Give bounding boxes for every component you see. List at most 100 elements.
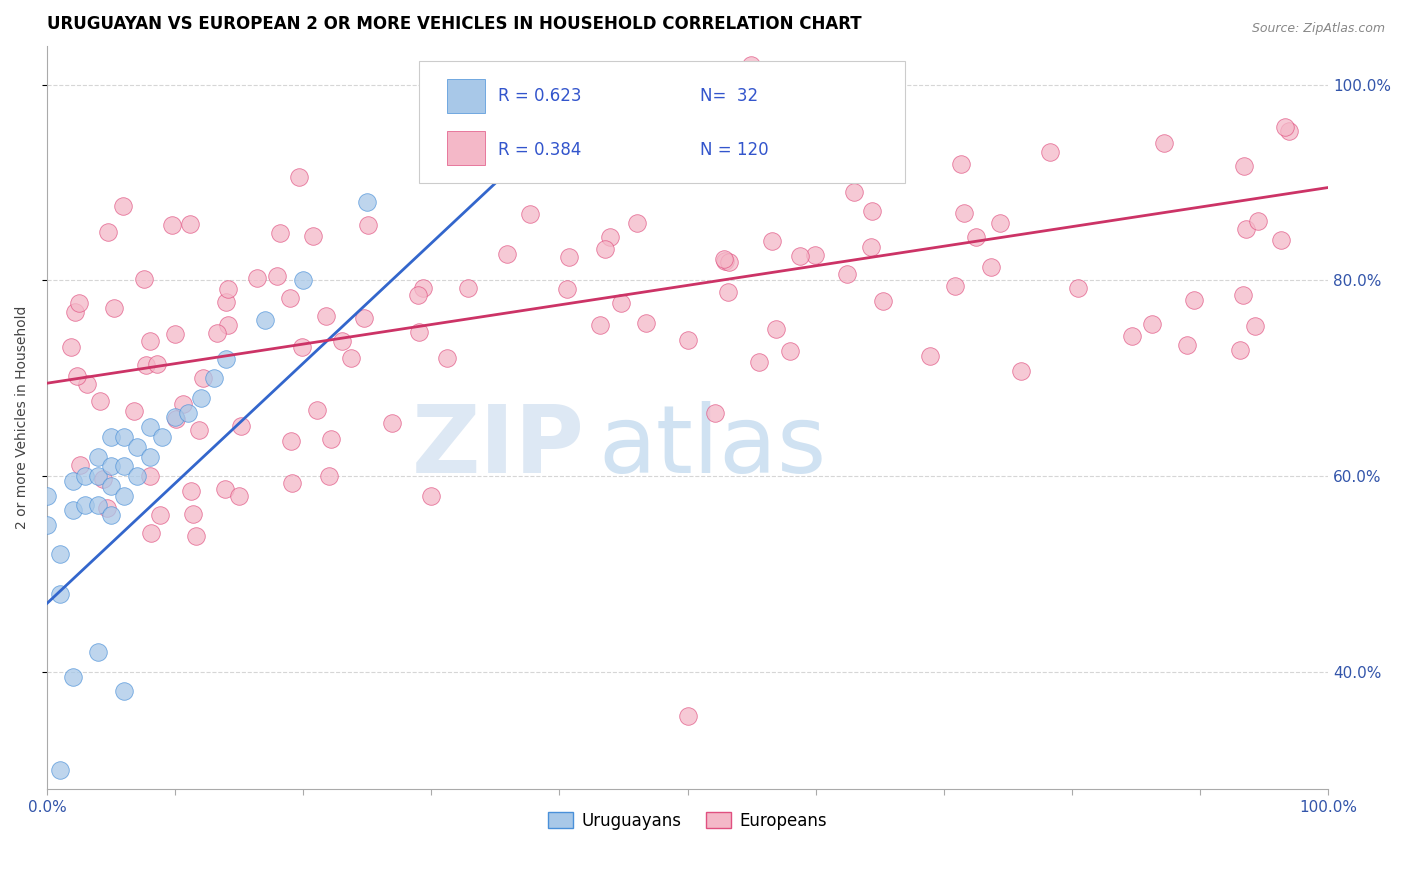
Point <box>918 350 941 364</box>
Point <box>138 469 160 483</box>
FancyBboxPatch shape <box>447 131 485 165</box>
Point <box>112 489 135 503</box>
Point <box>1140 318 1163 332</box>
Point <box>139 334 162 349</box>
Point <box>66 369 89 384</box>
Point <box>595 242 617 256</box>
Point <box>1039 145 1062 160</box>
Point <box>1243 318 1265 333</box>
Point <box>676 709 699 723</box>
Point <box>135 358 157 372</box>
Point <box>288 170 311 185</box>
Point <box>100 479 122 493</box>
Point <box>177 406 200 420</box>
Point <box>852 116 875 130</box>
Point <box>165 410 187 425</box>
Point <box>408 325 430 339</box>
Point <box>103 301 125 315</box>
Point <box>519 207 541 221</box>
Point <box>87 469 110 483</box>
Point <box>599 78 621 92</box>
Point <box>681 127 703 141</box>
Point <box>872 293 894 308</box>
Point <box>76 376 98 391</box>
Point <box>62 670 84 684</box>
Point <box>49 586 72 600</box>
Point <box>803 248 825 262</box>
Point <box>75 499 97 513</box>
Point <box>125 440 148 454</box>
Point <box>495 247 517 261</box>
Point <box>62 474 84 488</box>
Point <box>1153 136 1175 150</box>
Point <box>1233 159 1256 173</box>
Point <box>965 230 987 244</box>
Point <box>138 420 160 434</box>
Point <box>111 199 134 213</box>
Point <box>139 525 162 540</box>
Point <box>229 419 252 434</box>
Point <box>100 508 122 523</box>
FancyBboxPatch shape <box>419 61 905 183</box>
Point <box>949 157 972 171</box>
Point <box>439 125 461 139</box>
Point <box>676 333 699 347</box>
Text: R = 0.384: R = 0.384 <box>498 141 581 159</box>
Point <box>943 279 966 293</box>
Point <box>953 206 976 220</box>
Point <box>138 450 160 464</box>
Point <box>1247 214 1270 228</box>
Point <box>228 489 250 503</box>
Point <box>59 341 82 355</box>
Point <box>765 321 787 335</box>
Point <box>713 253 735 268</box>
Point <box>96 500 118 515</box>
Text: R = 0.623: R = 0.623 <box>498 87 582 105</box>
Point <box>1175 338 1198 352</box>
Point <box>319 432 342 446</box>
Point <box>217 282 239 296</box>
Point <box>1234 222 1257 236</box>
Point <box>704 405 727 419</box>
Point <box>181 507 204 521</box>
Point <box>160 219 183 233</box>
Point <box>269 226 291 240</box>
Point <box>302 228 325 243</box>
Point <box>353 311 375 326</box>
Point <box>859 240 882 254</box>
Point <box>49 548 72 562</box>
Point <box>436 351 458 366</box>
Point <box>610 296 633 310</box>
Point <box>69 296 91 310</box>
Text: ZIP: ZIP <box>412 401 585 493</box>
Point <box>100 459 122 474</box>
Point <box>599 229 621 244</box>
Point <box>132 272 155 286</box>
Point <box>717 285 740 299</box>
Point <box>87 499 110 513</box>
Point <box>486 135 509 149</box>
Point <box>332 334 354 348</box>
Point <box>202 371 225 385</box>
Point <box>718 255 741 269</box>
Point <box>779 343 801 358</box>
Point <box>1010 364 1032 378</box>
Point <box>62 503 84 517</box>
Point <box>122 404 145 418</box>
Point <box>307 403 329 417</box>
Point <box>420 489 443 503</box>
Point <box>315 309 337 323</box>
Point <box>1270 233 1292 247</box>
Point <box>69 458 91 472</box>
Point <box>1067 281 1090 295</box>
Point <box>1182 293 1205 308</box>
Point <box>100 430 122 444</box>
Point <box>266 268 288 283</box>
Point <box>172 396 194 410</box>
Point <box>280 476 302 491</box>
Point <box>860 203 883 218</box>
Point <box>988 216 1011 230</box>
Point <box>186 529 208 543</box>
Point <box>35 489 58 503</box>
Point <box>214 482 236 496</box>
